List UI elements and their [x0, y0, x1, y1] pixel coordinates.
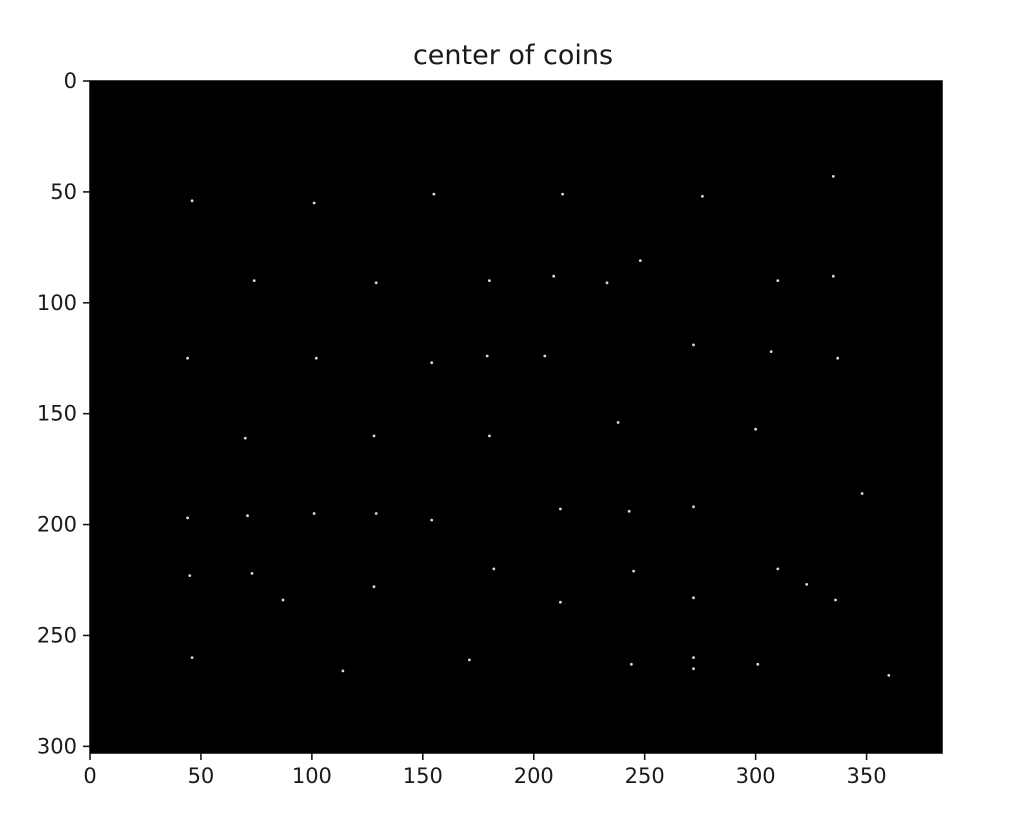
coin-center-point — [756, 662, 760, 666]
coin-center-point — [627, 509, 631, 513]
coin-center-point — [190, 199, 194, 203]
y-tick-label: 300 — [37, 734, 77, 758]
x-tick-label: 0 — [83, 764, 96, 788]
coin-center-point — [312, 201, 316, 205]
coin-center-point — [769, 350, 773, 353]
coin-center-point — [372, 585, 376, 589]
coin-center-point — [692, 596, 695, 600]
coin-center-point — [374, 512, 378, 515]
coin-center-point — [559, 507, 562, 511]
coin-center-point — [632, 569, 635, 573]
coin-center-point — [692, 656, 695, 659]
y-tick-label: 50 — [50, 180, 77, 204]
coin-center-point — [432, 192, 436, 196]
coin-center-point — [374, 281, 378, 285]
coin-center-point — [776, 567, 780, 571]
coin-center-point — [616, 421, 620, 424]
coin-center-point — [186, 516, 190, 520]
x-axis: 0 50 100 150 200 250 300 350 — [83, 753, 887, 788]
coin-center-point — [468, 658, 471, 662]
coin-center-point — [805, 583, 809, 586]
coin-center-point — [252, 279, 256, 282]
coin-center-point — [834, 598, 837, 602]
plot-area — [89, 80, 943, 754]
coin-center-point — [692, 343, 695, 347]
x-tick-label: 200 — [514, 764, 554, 788]
coin-center-point — [430, 361, 434, 365]
coin-center-point — [372, 434, 376, 438]
x-tick-label: 250 — [625, 764, 665, 788]
coin-center-point — [246, 514, 249, 518]
chart-title: center of coins — [413, 40, 613, 71]
x-tick-label: 150 — [403, 764, 443, 788]
coin-center-point — [488, 434, 491, 438]
y-tick-label: 150 — [37, 402, 77, 426]
coin-center-point — [831, 175, 835, 178]
coin-center-point — [543, 354, 547, 358]
coin-center-point — [860, 492, 864, 495]
y-tick-label: 200 — [37, 513, 77, 537]
coin-center-point — [887, 674, 891, 677]
coin-center-point — [552, 274, 556, 278]
coin-center-point — [250, 572, 254, 575]
x-tick-label: 300 — [736, 764, 776, 788]
coin-center-point — [314, 356, 318, 360]
coin-center-point — [559, 600, 562, 604]
coin-center-point — [638, 259, 642, 262]
coin-center-point — [186, 356, 190, 360]
coin-center-point — [701, 194, 704, 198]
coin-center-point — [243, 436, 247, 440]
coin-center-point — [561, 192, 564, 196]
y-axis: 0 50 100 150 200 250 300 — [37, 69, 90, 758]
coin-center-point — [630, 662, 633, 666]
points-layer — [186, 175, 891, 677]
coin-center-point — [836, 356, 840, 360]
coin-center-point — [492, 567, 496, 571]
coin-center-point — [776, 279, 780, 282]
coin-center-point — [190, 656, 194, 659]
x-tick-label: 50 — [188, 764, 215, 788]
coin-center-point — [831, 274, 835, 278]
coin-center-point — [692, 505, 695, 509]
coin-center-point — [312, 512, 316, 515]
coin-center-point — [754, 427, 757, 431]
x-tick-label: 100 — [292, 764, 332, 788]
x-tick-label: 350 — [847, 764, 887, 788]
coin-center-point — [485, 354, 489, 358]
coin-center-point — [488, 279, 491, 282]
y-tick-label: 100 — [37, 291, 77, 315]
y-tick-label: 0 — [64, 69, 77, 93]
y-tick-label: 250 — [37, 623, 77, 647]
coin-center-point — [341, 669, 345, 673]
coin-center-point — [430, 518, 434, 522]
coin-center-point — [281, 598, 285, 602]
coin-center-point — [188, 574, 192, 577]
coin-center-point — [605, 281, 609, 285]
coin-center-point — [692, 667, 695, 671]
